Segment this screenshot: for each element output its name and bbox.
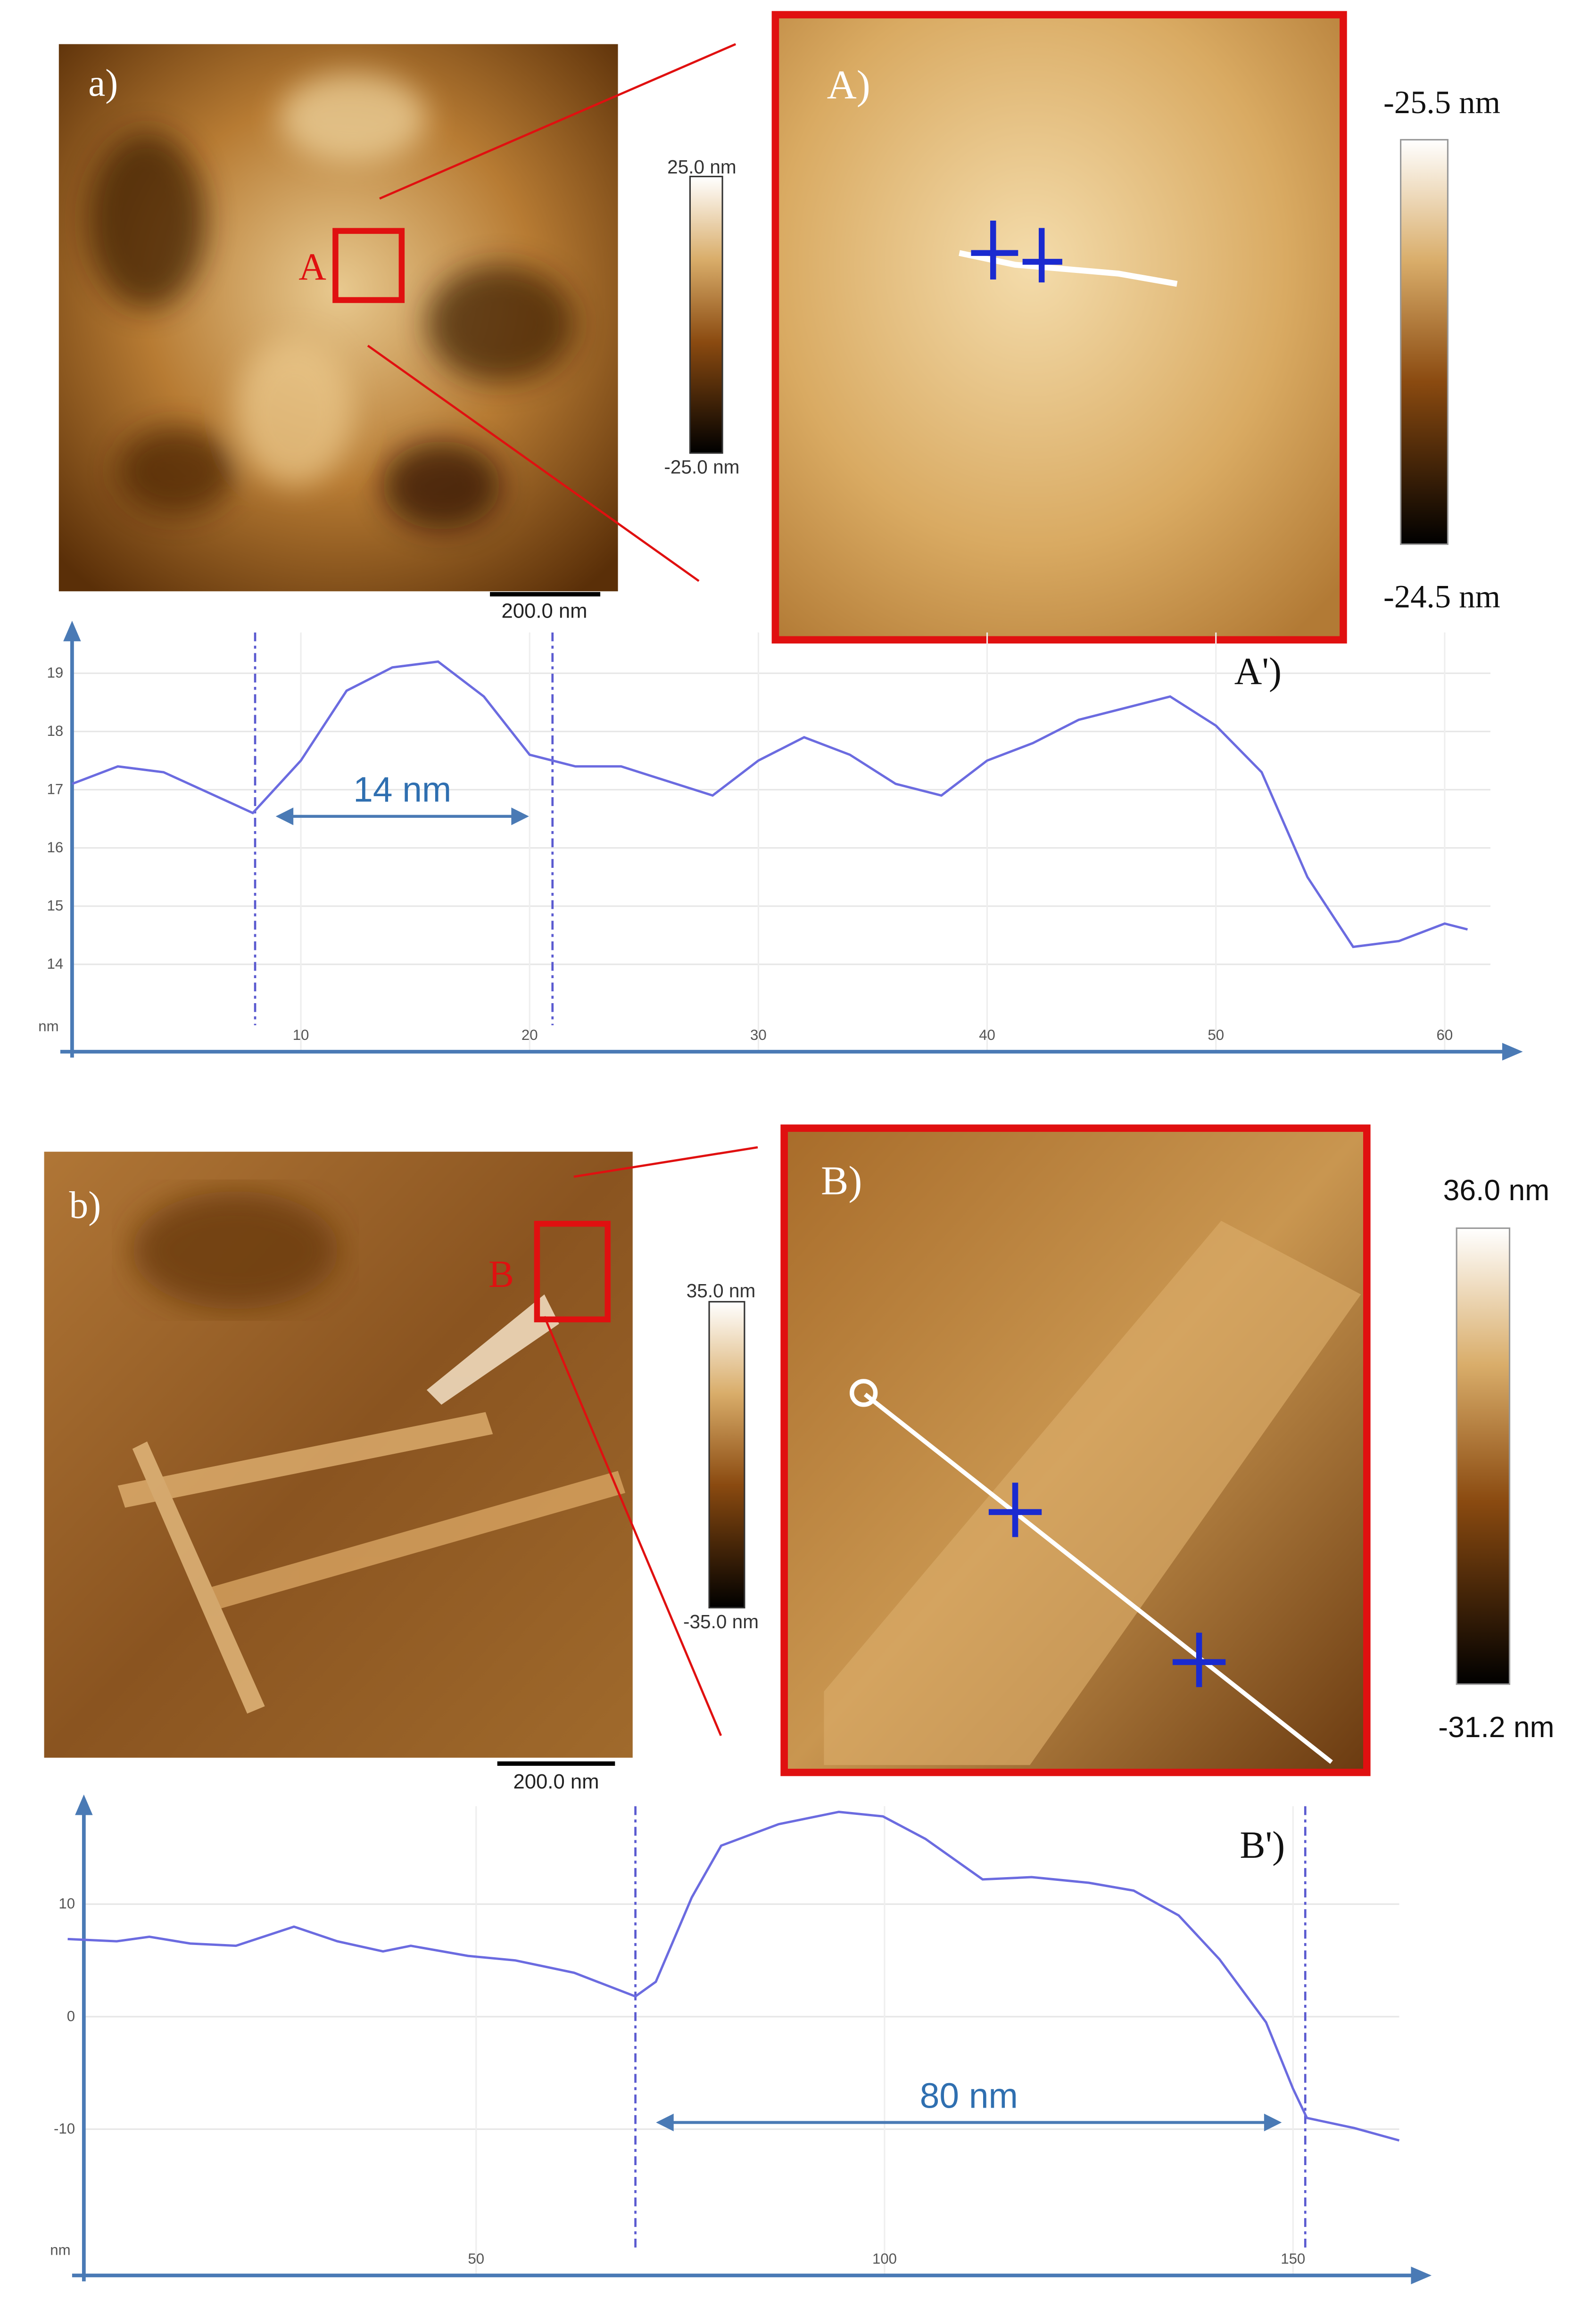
cursor-cross xyxy=(971,221,1062,283)
y-tick-label: -10 xyxy=(54,2120,75,2137)
profile-trace xyxy=(959,250,1178,287)
texture xyxy=(88,74,574,530)
span-label: 80 nm xyxy=(920,2076,1018,2115)
x-tick-label: 30 xyxy=(750,1027,767,1043)
colorbar xyxy=(689,175,723,454)
zoom-label: B) xyxy=(821,1158,862,1203)
y-tick-label: 19 xyxy=(47,665,63,681)
y-tick-label: 14 xyxy=(47,956,63,972)
x-tick-label: 50 xyxy=(1208,1027,1224,1043)
x-axis-arrow xyxy=(1502,1043,1523,1061)
fiber xyxy=(824,1220,1361,1765)
colorbar xyxy=(1456,1227,1511,1685)
colorbar-min: -35.0 nm xyxy=(683,1611,759,1632)
y-tick-label: 15 xyxy=(47,898,63,914)
profile-line xyxy=(72,660,1468,948)
y-axis-arrow xyxy=(75,1794,93,1815)
y-tick-label: 16 xyxy=(47,839,63,856)
zoom-image xyxy=(771,11,1347,644)
y-axis-arrow xyxy=(63,620,81,642)
scale-label: 200.0 nm xyxy=(501,600,587,623)
x-tick-label: 100 xyxy=(872,2250,897,2267)
profile-label: A') xyxy=(1234,650,1282,692)
region-box xyxy=(534,1220,611,1323)
panel-label: a) xyxy=(88,62,118,104)
region-label: B xyxy=(488,1253,514,1295)
colorbar-max: 25.0 nm xyxy=(667,156,737,178)
x-tick-label: 50 xyxy=(468,2250,484,2267)
colorbar xyxy=(708,1301,745,1608)
panel-label: b) xyxy=(69,1184,101,1227)
profile-trace xyxy=(863,1393,1333,1764)
region-label: A xyxy=(298,246,326,288)
zoom-line xyxy=(573,1146,758,1178)
span-label: 14 nm xyxy=(353,770,451,809)
colorbar-max: 36.0 nm xyxy=(1443,1174,1549,1207)
colorbar-max: 35.0 nm xyxy=(687,1280,756,1302)
scale-label: 200.0 nm xyxy=(513,1770,599,1793)
cursor-cross xyxy=(988,1483,1226,1687)
x-tick-label: 10 xyxy=(293,1027,309,1043)
x-tick-label: 40 xyxy=(979,1027,995,1043)
x-tick-label: 20 xyxy=(521,1027,538,1043)
y-tick-label: 0 xyxy=(67,2008,75,2024)
y-axis-label: nm xyxy=(38,1018,58,1034)
zoom-line xyxy=(379,43,737,200)
x-axis-arrow xyxy=(1411,2266,1432,2284)
x-tick-label: 150 xyxy=(1281,2250,1305,2267)
profile-line xyxy=(67,1811,1400,2142)
region-box xyxy=(332,228,405,303)
profile-label: B') xyxy=(1240,1824,1285,1866)
zoom-label: A) xyxy=(827,62,870,107)
colorbar-min: -24.5 nm xyxy=(1383,579,1500,615)
colorbar-min: -25.0 nm xyxy=(664,456,739,478)
y-tick-label: 17 xyxy=(47,781,63,798)
colorbar-min: -31.2 nm xyxy=(1438,1711,1554,1744)
panel-b: b) B 200.0 nm 35.0 nm -35.0 nm B) 36.0 n… xyxy=(44,1124,1555,1793)
y-axis-label: nm xyxy=(50,2242,70,2258)
y-tick-label: 10 xyxy=(58,1895,75,1912)
zoom-line xyxy=(543,1316,722,1736)
panel-a: a) A 200.0 nm 25.0 nm -25.0 nm A) -25.5 … xyxy=(58,11,1500,644)
trace-start xyxy=(850,1379,878,1407)
zoom-line xyxy=(367,345,700,582)
texture xyxy=(117,1191,626,1714)
colorbar-max: -25.5 nm xyxy=(1383,84,1500,120)
colorbar xyxy=(1400,139,1449,545)
y-tick-label: 18 xyxy=(47,723,63,739)
x-tick-label: 60 xyxy=(1437,1027,1453,1043)
